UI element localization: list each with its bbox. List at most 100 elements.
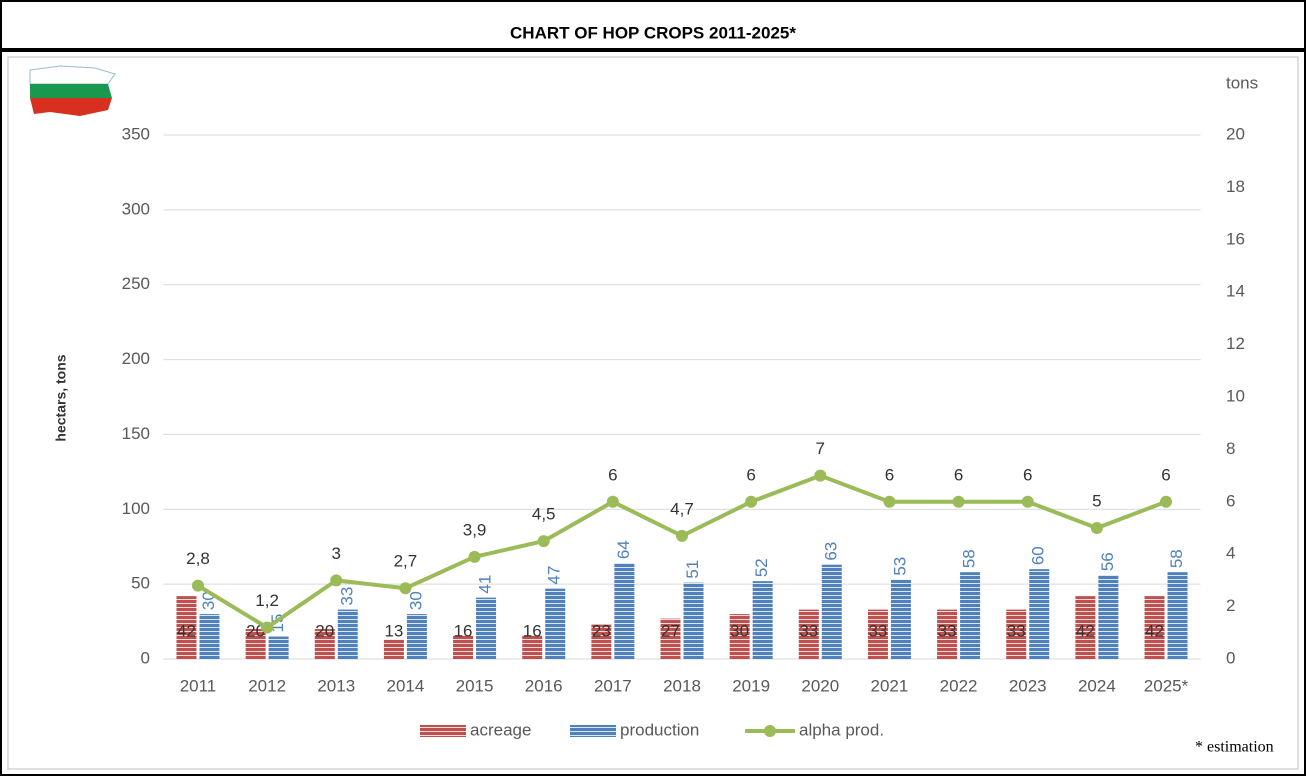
data-label: 52: [752, 558, 771, 577]
point: [883, 495, 896, 508]
data-label: 1,2: [255, 591, 279, 610]
bar: [383, 639, 404, 659]
data-label: 64: [614, 540, 633, 559]
bar: [683, 582, 704, 659]
x-tick-label: 2023: [1009, 676, 1047, 695]
data-label: 16: [523, 621, 542, 640]
bar: [660, 618, 681, 659]
bar: [752, 581, 773, 659]
point: [468, 550, 481, 563]
data-label: 7: [816, 439, 825, 458]
data-label: 33: [337, 587, 356, 606]
bar: [614, 563, 635, 659]
y2-tick-label: 4: [1226, 544, 1235, 563]
y-tick-label: 150: [122, 424, 150, 443]
data-label: 23: [592, 621, 611, 640]
data-label: 4,7: [670, 499, 694, 518]
bar: [1029, 569, 1050, 659]
data-label: 42: [1145, 621, 1164, 640]
data-label: 30: [730, 621, 749, 640]
point: [952, 495, 965, 508]
y2-tick-label: 16: [1226, 229, 1245, 248]
point: [1090, 522, 1103, 534]
point: [814, 469, 827, 482]
x-tick-label: 2022: [940, 676, 978, 695]
y-tick-label: 350: [122, 124, 150, 143]
bar: [545, 588, 566, 659]
y2-tick-label: 20: [1226, 124, 1245, 143]
point: [399, 582, 412, 595]
point: [1021, 495, 1034, 508]
bar: [314, 629, 335, 659]
data-label: 33: [938, 621, 957, 640]
data-label: 6: [954, 465, 963, 484]
chart-frame: [7, 56, 1299, 770]
legend-swatch: [570, 725, 616, 737]
x-tick-label: 2013: [317, 676, 355, 695]
data-label: 47: [545, 566, 564, 585]
x-tick-label: 2012: [248, 676, 286, 695]
bar: [798, 609, 819, 659]
data-label: 16: [454, 621, 473, 640]
y2-tick-label: 8: [1226, 439, 1235, 458]
y-axis-label: hectars, tons: [53, 354, 69, 441]
legend-swatch: [764, 725, 776, 737]
data-label: 53: [890, 557, 909, 576]
data-label: 6: [1161, 465, 1170, 484]
data-label: 20: [315, 621, 334, 640]
y-tick-label: 100: [122, 499, 150, 518]
data-label: 58: [1167, 549, 1186, 568]
bar: [867, 609, 888, 659]
bar: [406, 614, 427, 659]
data-label: 2,7: [394, 552, 418, 571]
data-label: 3,9: [463, 520, 487, 539]
data-label: 51: [683, 560, 702, 579]
x-tick-label: 2017: [594, 676, 632, 695]
y-tick-label: 250: [122, 274, 150, 293]
y2-tick-label: 10: [1226, 386, 1245, 405]
data-label: 3: [332, 544, 341, 563]
data-label: 5: [1092, 491, 1101, 510]
data-label: 41: [476, 575, 495, 594]
x-tick-label: 2025*: [1144, 676, 1189, 695]
point: [606, 495, 619, 508]
chart-title: CHART OF HOP CROPS 2011-2025*: [510, 23, 796, 42]
x-tick-label: 2018: [663, 676, 701, 695]
flag-icon: [29, 65, 116, 116]
y2-tick-label: 18: [1226, 177, 1245, 196]
bar: [199, 614, 220, 659]
data-label: 30: [406, 591, 425, 610]
legend-label: production: [620, 720, 699, 739]
legend-label: alpha prod.: [799, 720, 884, 739]
data-label: 33: [868, 621, 887, 640]
point: [261, 621, 274, 634]
data-label: 33: [1007, 621, 1026, 640]
data-label: 13: [384, 621, 403, 640]
data-label: 6: [608, 465, 617, 484]
x-tick-label: 2021: [871, 676, 909, 695]
bar: [1144, 596, 1165, 659]
bar: [453, 635, 474, 659]
data-label: 60: [1029, 546, 1048, 565]
y2-tick-label: 0: [1226, 648, 1235, 667]
data-label: 33: [799, 621, 818, 640]
y2-tick-label: 6: [1226, 491, 1235, 510]
bar: [1098, 575, 1119, 659]
data-label: 56: [1098, 552, 1117, 571]
legend-label: acreage: [470, 720, 531, 739]
bar: [591, 624, 612, 659]
point: [191, 579, 204, 592]
bar: [245, 629, 266, 659]
x-tick-label: 2014: [386, 676, 424, 695]
x-tick-label: 2020: [801, 676, 839, 695]
bar: [890, 579, 911, 659]
x-tick-label: 2011: [180, 676, 217, 695]
point: [745, 495, 758, 508]
y2-tick-label: 14: [1226, 282, 1245, 301]
y-tick-label: 200: [122, 349, 150, 368]
point: [676, 529, 688, 542]
y2-axis-label: tons: [1226, 73, 1258, 92]
data-label: 2,8: [186, 549, 210, 568]
bar: [821, 564, 842, 659]
